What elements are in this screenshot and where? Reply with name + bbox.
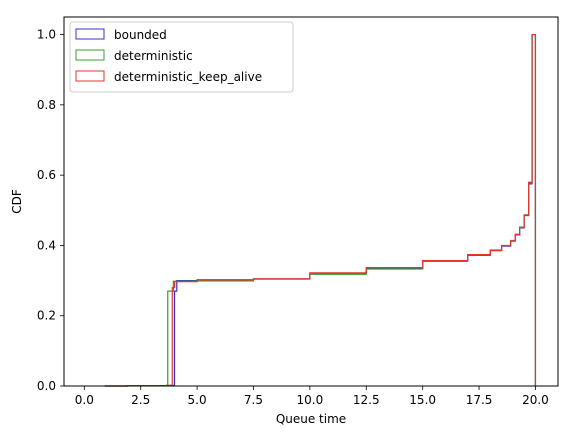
x-tick-label: 20.0 [522, 393, 549, 407]
x-axis-ticks: 0.0 2.5 5.0 7.5 10.0 12.5 15.0 17.5 20.0 [75, 386, 549, 407]
x-tick-label: 2.5 [131, 393, 150, 407]
x-tick-label: 0.0 [75, 393, 94, 407]
plot-frame [63, 16, 559, 387]
series-layer [104, 33, 537, 387]
legend-items: bounded deterministic deterministic_keep_a… [75, 28, 262, 84]
y-tick-label: 0.6 [37, 168, 56, 182]
y-tick-label: 0.2 [37, 309, 56, 323]
legend-swatch-deterministic-keep-alive [75, 70, 105, 82]
y-axis-label: CDF [10, 189, 24, 214]
series-line-deterministic-keep-alive [104, 33, 537, 387]
legend-swatch-deterministic [75, 49, 105, 61]
x-tick-label: 10.0 [297, 393, 324, 407]
y-tick-label: 0.0 [37, 379, 56, 393]
legend: bounded deterministic deterministic_keep_a… [69, 21, 294, 93]
x-tick-label: 12.5 [353, 393, 380, 407]
legend-frame [69, 21, 294, 93]
legend-label-deterministic: deterministic [114, 49, 193, 63]
legend-label-bounded: bounded [114, 28, 167, 42]
x-tick-label: 5.0 [188, 393, 207, 407]
y-axis-ticks: 0.0 0.2 0.4 0.6 0.8 1.0 [37, 28, 64, 393]
x-tick-label: 15.0 [409, 393, 436, 407]
x-tick-label: 17.5 [466, 393, 493, 407]
y-tick-label: 0.4 [37, 238, 56, 252]
y-tick-label: 0.8 [37, 98, 56, 112]
legend-swatch-bounded [75, 28, 105, 40]
x-axis-label: Queue time [276, 412, 346, 426]
y-tick-label: 1.0 [37, 28, 56, 42]
legend-label-deterministic-keep-alive: deterministic_keep_alive [114, 70, 262, 84]
x-tick-label: 7.5 [244, 393, 263, 407]
